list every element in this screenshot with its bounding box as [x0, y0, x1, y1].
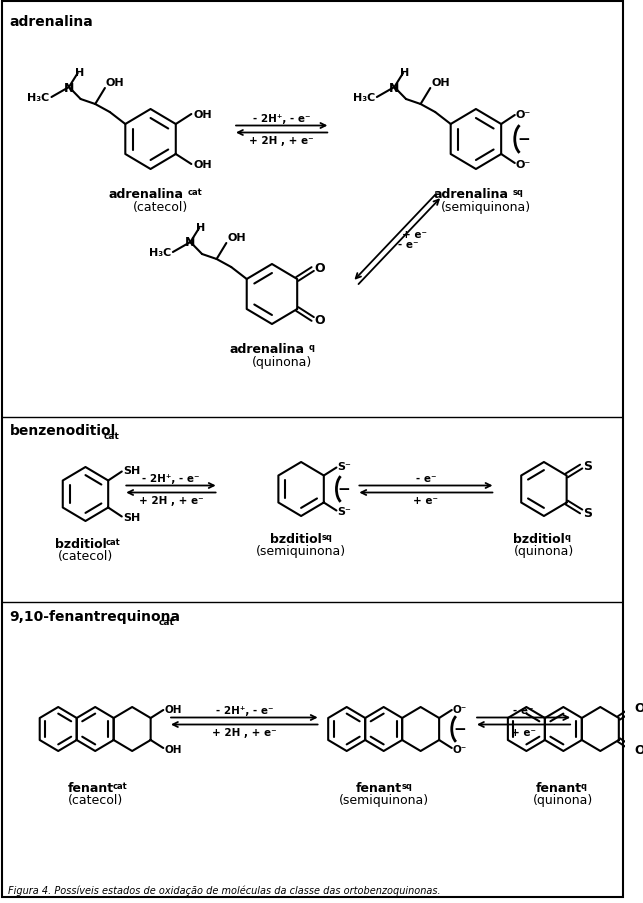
Text: (semiquinona): (semiquinona): [440, 200, 530, 214]
Text: adrenalina: adrenalina: [433, 188, 509, 200]
Text: (catecol): (catecol): [58, 549, 113, 563]
Text: cat: cat: [188, 188, 202, 197]
Text: SH: SH: [123, 466, 140, 476]
Text: sq: sq: [401, 781, 412, 790]
Text: 9,10-fenantrequinona: 9,10-fenantrequinona: [10, 610, 181, 623]
Text: + 2H , + e⁻: + 2H , + e⁻: [212, 727, 276, 737]
Text: Figura 4. Possíveis estados de oxidação de moléculas da classe das ortobenzoquin: Figura 4. Possíveis estados de oxidação …: [8, 885, 440, 895]
Text: fenant: fenant: [356, 781, 402, 794]
Text: + e⁻: + e⁻: [413, 496, 439, 506]
FancyBboxPatch shape: [2, 2, 622, 897]
Text: sq: sq: [322, 533, 332, 542]
Text: S: S: [583, 460, 592, 472]
Text: cat: cat: [106, 537, 121, 546]
Text: H₃C: H₃C: [353, 93, 375, 103]
Text: OH: OH: [194, 110, 212, 120]
Text: - e⁻: - e⁻: [513, 705, 534, 715]
Text: adrenalina: adrenalina: [230, 342, 305, 356]
Text: q: q: [581, 781, 587, 790]
Text: O⁻: O⁻: [453, 744, 467, 754]
Text: OH: OH: [431, 78, 450, 88]
Text: H₃C: H₃C: [27, 93, 50, 103]
Text: SH: SH: [123, 513, 140, 523]
Text: −: −: [338, 482, 350, 497]
Text: N: N: [185, 237, 195, 249]
Text: - 2H⁺, - e⁻: - 2H⁺, - e⁻: [253, 114, 311, 124]
Text: O: O: [635, 744, 643, 757]
Text: adrenalina: adrenalina: [108, 188, 183, 200]
Text: cat: cat: [158, 618, 174, 627]
Text: OH: OH: [164, 704, 182, 714]
Text: (quinona): (quinona): [251, 356, 312, 368]
Text: N: N: [389, 81, 399, 95]
Text: (catecol): (catecol): [132, 200, 188, 214]
Text: cat: cat: [113, 781, 127, 790]
Text: (catecol): (catecol): [68, 793, 123, 806]
Text: O: O: [635, 702, 643, 714]
Text: fenant: fenant: [68, 781, 113, 794]
Text: H: H: [401, 68, 410, 78]
Text: + 2H , + e⁻: + 2H , + e⁻: [139, 496, 203, 506]
Text: + e⁻: + e⁻: [403, 230, 427, 240]
Text: −: −: [453, 721, 466, 737]
Text: N: N: [64, 81, 74, 95]
Text: OH: OH: [194, 160, 212, 170]
Text: S⁻: S⁻: [338, 462, 351, 472]
Text: fenant: fenant: [536, 781, 581, 794]
Text: (quinona): (quinona): [514, 545, 574, 557]
Text: + e⁻: + e⁻: [511, 727, 536, 737]
Text: (quinona): (quinona): [533, 793, 593, 806]
Text: - 2H⁺, - e⁻: - 2H⁺, - e⁻: [215, 705, 273, 715]
Text: H: H: [197, 223, 206, 233]
Text: + 2H , + e⁻: + 2H , + e⁻: [249, 135, 314, 146]
Text: bzditiol: bzditiol: [513, 533, 565, 545]
Text: (semiquinona): (semiquinona): [339, 793, 429, 806]
Text: O⁻: O⁻: [516, 110, 531, 120]
Text: bzditiol: bzditiol: [55, 537, 107, 551]
Text: - e⁻: - e⁻: [415, 473, 436, 483]
Text: H: H: [75, 68, 84, 78]
Text: - e⁻: - e⁻: [398, 239, 419, 249]
Text: H₃C: H₃C: [149, 247, 171, 257]
Text: q: q: [565, 533, 570, 542]
Text: S⁻: S⁻: [338, 507, 351, 517]
Text: OH: OH: [164, 744, 182, 754]
Text: S: S: [583, 507, 592, 519]
Text: benzenoditiol: benzenoditiol: [10, 424, 116, 438]
Text: bzditiol: bzditiol: [270, 533, 322, 545]
Text: OH: OH: [227, 233, 246, 243]
Text: sq: sq: [513, 188, 523, 197]
Text: OH: OH: [106, 78, 125, 88]
Text: - 2H⁺, - e⁻: - 2H⁺, - e⁻: [142, 473, 200, 483]
Text: O: O: [314, 314, 325, 327]
Text: O⁻: O⁻: [516, 160, 531, 170]
Text: O: O: [314, 262, 325, 275]
Text: adrenalina: adrenalina: [10, 15, 93, 29]
Text: q: q: [309, 342, 315, 351]
Text: −: −: [517, 133, 530, 147]
Text: cat: cat: [104, 432, 120, 441]
Text: (semiquinona): (semiquinona): [256, 545, 346, 557]
Text: O⁻: O⁻: [453, 704, 467, 714]
